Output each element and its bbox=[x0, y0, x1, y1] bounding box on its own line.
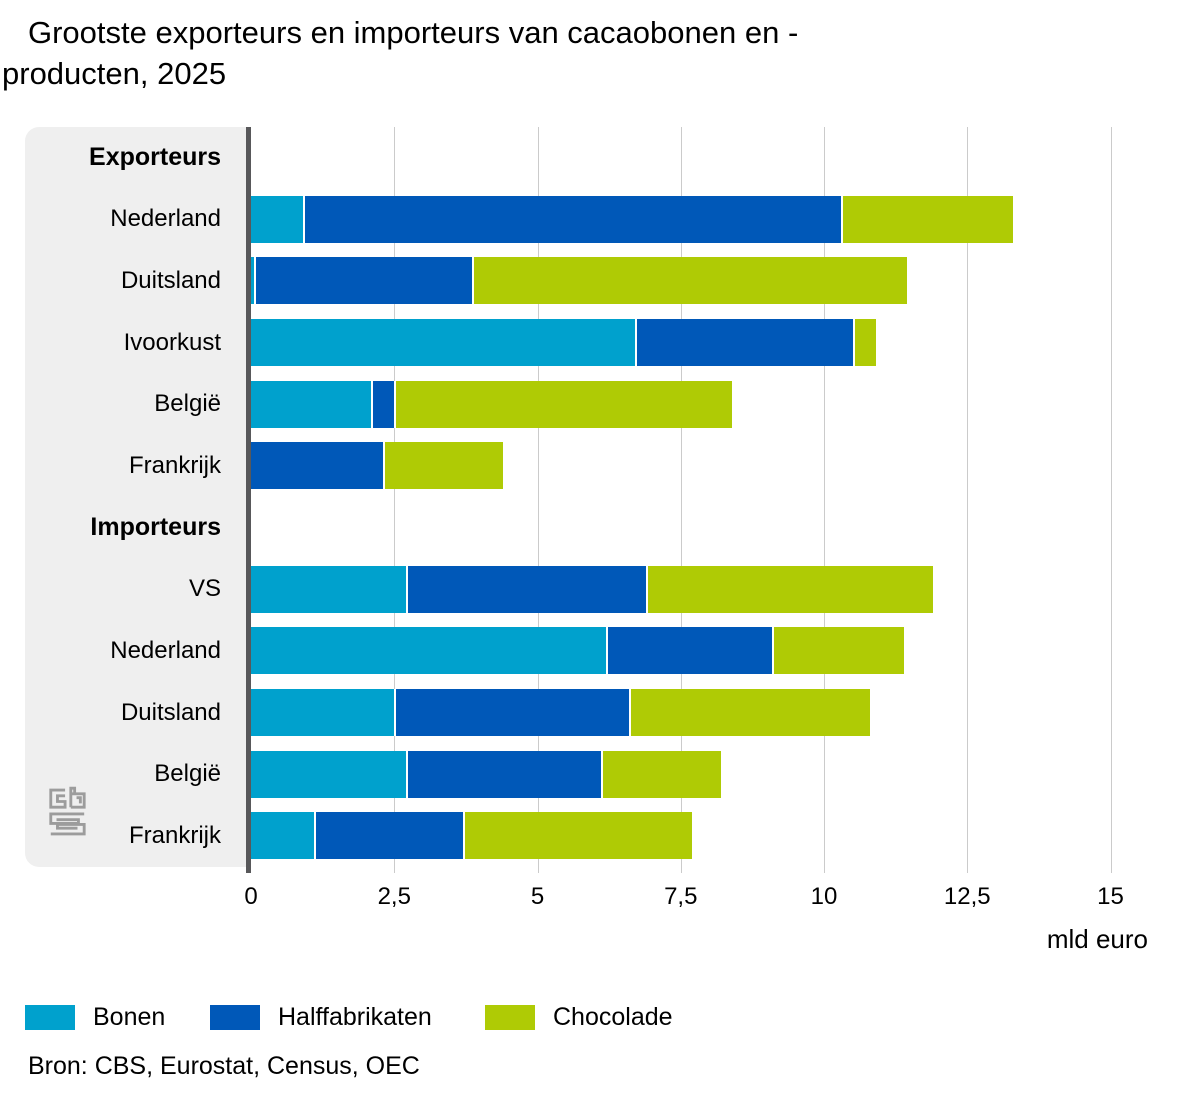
x-tick-label: 7,5 bbox=[664, 883, 698, 910]
bar-segment-bonen[interactable] bbox=[251, 565, 406, 613]
bar-row bbox=[251, 195, 1120, 243]
bar-segment-bonen[interactable] bbox=[251, 380, 372, 428]
bar-segment-halffabrikaten[interactable] bbox=[251, 442, 383, 490]
category-label: Duitsland bbox=[120, 698, 221, 726]
bar-segment-chocolade[interactable] bbox=[600, 750, 721, 798]
group-header-importeurs: Importeurs bbox=[90, 513, 221, 542]
legend-item-halffabrikaten[interactable]: Halffabrikaten bbox=[210, 1002, 432, 1031]
bar-segment-halffabrikaten[interactable] bbox=[314, 812, 463, 860]
bar-row bbox=[251, 380, 1120, 428]
legend-swatch-icon bbox=[485, 1004, 535, 1030]
gridline bbox=[824, 127, 825, 873]
category-label: Nederland bbox=[110, 637, 221, 665]
legend-label: Halffabrikaten bbox=[278, 1002, 432, 1031]
bar-segment-halffabrikaten[interactable] bbox=[405, 750, 601, 798]
bar-segment-bonen[interactable] bbox=[251, 257, 254, 305]
category-label: Nederland bbox=[110, 205, 221, 233]
legend-item-bonen[interactable]: Bonen bbox=[25, 1002, 166, 1031]
category-label: Frankrijk bbox=[128, 822, 221, 850]
x-tick-label: 2,5 bbox=[377, 883, 411, 910]
bar-row bbox=[251, 627, 1120, 675]
category-label: Ivoorkust bbox=[123, 328, 221, 356]
legend-label: Bonen bbox=[93, 1002, 166, 1031]
bar-segment-halffabrikaten[interactable] bbox=[634, 319, 853, 366]
legend-swatch-icon bbox=[210, 1004, 260, 1030]
gridline bbox=[394, 127, 396, 873]
bar-row bbox=[251, 319, 1120, 366]
bar-segment-chocolade[interactable] bbox=[382, 442, 504, 490]
bar-segment-chocolade[interactable] bbox=[471, 257, 908, 305]
bar-segment-bonen[interactable] bbox=[251, 627, 607, 675]
x-axis-unit-label: mld euro bbox=[1046, 924, 1148, 954]
legend-swatch-icon bbox=[25, 1004, 75, 1030]
x-tick-label: 5 bbox=[530, 883, 545, 910]
chart-title: Grootste exporteurs en importeurs van ca… bbox=[0, 12, 980, 94]
gridline bbox=[680, 127, 682, 873]
bar-segment-halffabrikaten[interactable] bbox=[606, 627, 773, 675]
bar-row bbox=[251, 565, 1120, 613]
chart-area: Exporteurs Nederland Duitsland Ivoorkust Bel… bbox=[0, 127, 1200, 910]
bar-segment-chocolade[interactable] bbox=[646, 565, 933, 613]
bar-segment-halffabrikaten[interactable] bbox=[302, 195, 842, 243]
bar-segment-halffabrikaten[interactable] bbox=[405, 565, 647, 613]
x-tick-label: 15 bbox=[1097, 883, 1124, 910]
category-label: Duitsland bbox=[120, 267, 221, 295]
bar-row bbox=[251, 442, 1120, 490]
group-header-exporteurs: Exporteurs bbox=[89, 143, 221, 172]
bar-segment-halffabrikaten[interactable] bbox=[371, 380, 395, 428]
gridline bbox=[537, 127, 539, 873]
source-note: Bron: CBS, Eurostat, Census, OEC bbox=[28, 1052, 420, 1080]
gridline bbox=[1110, 127, 1112, 873]
bar-segment-chocolade[interactable] bbox=[463, 812, 693, 860]
category-label: VS bbox=[188, 575, 221, 603]
bar-segment-chocolade[interactable] bbox=[772, 627, 905, 675]
x-tick-label: 10 bbox=[810, 883, 838, 910]
bar-row bbox=[251, 257, 1120, 305]
bar-segment-bonen[interactable] bbox=[251, 689, 395, 736]
chart-title-line-1: Grootste exporteurs en importeurs van ca… bbox=[28, 15, 799, 50]
x-tick-label: 0 bbox=[244, 883, 258, 910]
bar-segment-chocolade[interactable] bbox=[394, 380, 733, 428]
category-label: België bbox=[154, 390, 221, 418]
legend-item-chocolade[interactable]: Chocolade bbox=[485, 1002, 673, 1031]
bar-segment-halffabrikaten[interactable] bbox=[253, 257, 472, 305]
bar-row bbox=[251, 812, 1120, 860]
chart-title-line-2: producten, 2025 bbox=[2, 56, 227, 91]
bar-segment-bonen[interactable] bbox=[251, 319, 635, 366]
category-label: Frankrijk bbox=[128, 452, 221, 480]
bar-segment-bonen[interactable] bbox=[251, 195, 303, 243]
cbs-logo-icon bbox=[49, 786, 86, 836]
bar-segment-chocolade[interactable] bbox=[629, 689, 870, 736]
bar-segment-chocolade[interactable] bbox=[841, 195, 1014, 243]
bar-segment-bonen[interactable] bbox=[251, 812, 315, 860]
legend-label: Chocolade bbox=[553, 1002, 673, 1031]
category-label: België bbox=[154, 760, 221, 788]
bar-segment-halffabrikaten[interactable] bbox=[394, 689, 630, 736]
x-tick-label: 12,5 bbox=[943, 883, 991, 910]
value-axis-line bbox=[246, 127, 251, 873]
category-label-panel bbox=[25, 127, 246, 867]
bar-row bbox=[251, 750, 1120, 798]
bar-segment-chocolade[interactable] bbox=[852, 319, 876, 366]
gridline bbox=[967, 127, 969, 873]
bar-segment-bonen[interactable] bbox=[251, 750, 406, 798]
bar-row bbox=[251, 689, 1120, 736]
